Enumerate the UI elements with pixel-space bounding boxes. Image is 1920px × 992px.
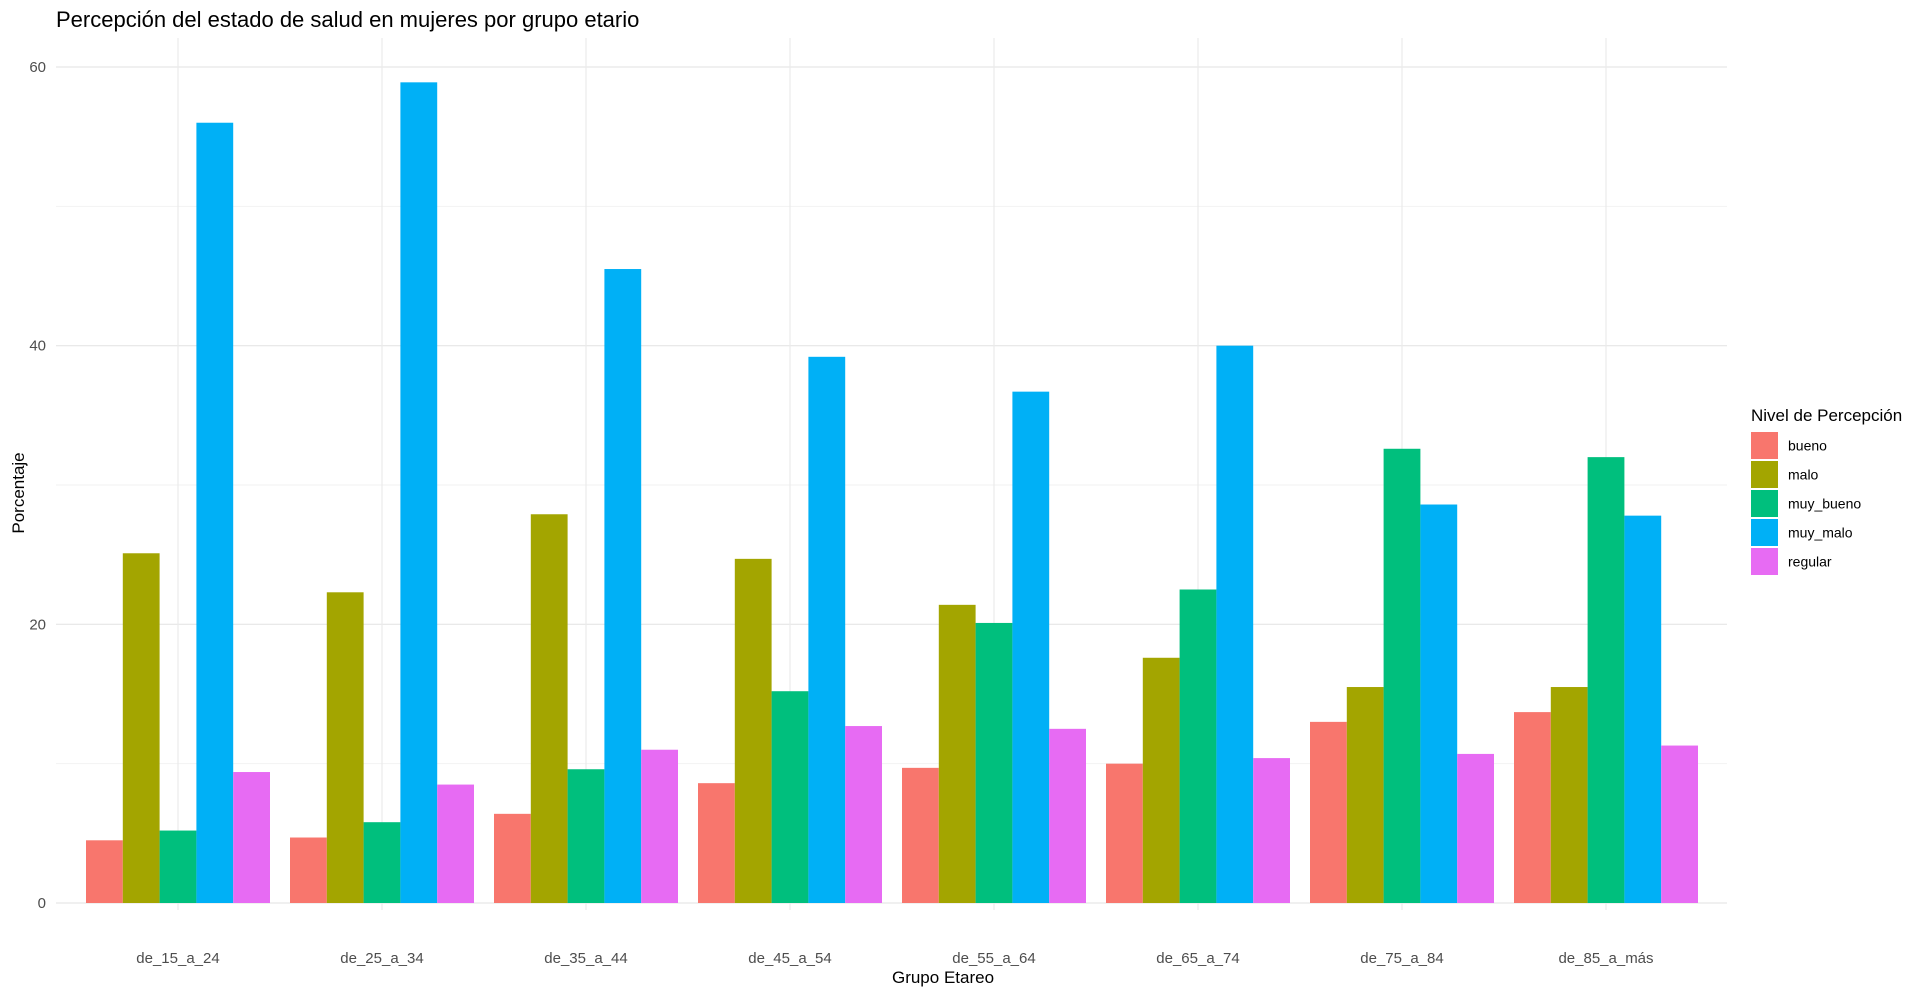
bar-regular-de_35_a_44 <box>641 749 678 903</box>
legend-swatch-regular <box>1751 548 1778 575</box>
bar-malo-de_75_a_84 <box>1346 687 1384 903</box>
bar-muy_bueno-de_85_a_más <box>1587 457 1625 903</box>
bar-regular-de_65_a_74 <box>1253 758 1290 903</box>
bar-malo-de_35_a_44 <box>530 514 568 903</box>
x-tick-label: de_75_a_84 <box>1360 950 1443 967</box>
bar-muy_bueno-de_75_a_84 <box>1383 448 1421 903</box>
bar-muy_malo-de_65_a_74 <box>1216 345 1254 903</box>
chart-title: Percepción del estado de salud en mujere… <box>56 7 639 32</box>
x-tick-label: de_85_a_más <box>1558 950 1653 967</box>
bar-regular-de_55_a_64 <box>1049 728 1086 903</box>
bar-malo-de_25_a_34 <box>326 592 364 903</box>
legend-swatch-bueno <box>1751 432 1778 459</box>
legend: Nivel de Percepción bueno malo muy_buenomu… <box>1751 406 1902 575</box>
bar-regular-de_85_a_más <box>1661 745 1698 903</box>
bar-muy_malo-de_25_a_34 <box>400 82 438 903</box>
legend-title: Nivel de Percepción <box>1751 406 1902 425</box>
bar-bueno-de_35_a_44 <box>494 813 531 903</box>
bar-bueno-de_25_a_34 <box>290 837 327 903</box>
legend-swatch-muy_bueno <box>1751 490 1778 517</box>
legend-swatch-muy_malo <box>1751 519 1778 546</box>
x-tick-label: de_45_a_54 <box>748 950 831 967</box>
bar-muy_malo-de_15_a_24 <box>196 122 234 904</box>
bar-muy_bueno-de_15_a_24 <box>159 830 197 903</box>
bar-muy_malo-de_45_a_54 <box>808 356 846 903</box>
bar-regular-de_45_a_54 <box>845 726 882 903</box>
bar-regular-de_15_a_24 <box>233 772 270 903</box>
bar-regular-de_25_a_34 <box>437 784 474 903</box>
bar-bueno-de_45_a_54 <box>698 783 735 903</box>
x-tick-label: de_35_a_44 <box>544 950 627 967</box>
bar-muy_malo-de_75_a_84 <box>1420 504 1458 903</box>
y-tick-label: 40 <box>29 338 46 355</box>
bar-malo-de_15_a_24 <box>122 553 160 903</box>
x-tick-label: de_55_a_64 <box>952 950 1035 967</box>
bar-malo-de_65_a_74 <box>1142 657 1180 903</box>
bar-muy_bueno-de_25_a_34 <box>363 822 401 903</box>
bar-bueno-de_55_a_64 <box>902 767 939 903</box>
legend-label-regular: regular <box>1788 554 1832 570</box>
bar-bueno-de_75_a_84 <box>1310 721 1347 903</box>
legend-label-malo: malo <box>1788 467 1819 483</box>
x-tick-label: de_15_a_24 <box>136 950 219 967</box>
bar-muy_bueno-de_45_a_54 <box>771 691 809 903</box>
y-axis-ticks: 0 20 40 60 <box>29 59 46 912</box>
y-tick-label: 60 <box>29 59 46 76</box>
bar-malo-de_85_a_más <box>1550 687 1588 903</box>
x-axis-ticks: de_15_a_24 de_25_a_34 de_35_a_44 de_45_a_54… <box>136 950 1653 967</box>
legend-swatch-malo <box>1751 461 1778 488</box>
y-tick-label: 20 <box>29 616 46 633</box>
bar-bueno-de_15_a_24 <box>86 840 123 903</box>
bar-bueno-de_65_a_74 <box>1106 763 1143 903</box>
y-tick-label: 0 <box>38 895 46 912</box>
bar-regular-de_75_a_84 <box>1457 753 1494 903</box>
y-axis-label: Porcentaje <box>9 452 28 533</box>
bars <box>86 82 1698 904</box>
bar-muy_malo-de_85_a_más <box>1624 515 1662 903</box>
bar-malo-de_45_a_54 <box>734 558 772 903</box>
bar-muy_bueno-de_55_a_64 <box>975 622 1013 903</box>
bar-malo-de_55_a_64 <box>938 604 976 903</box>
legend-label-muy_bueno: muy_bueno <box>1788 496 1861 512</box>
x-axis-label: Grupo Etareo <box>892 968 994 987</box>
bar-muy_malo-de_35_a_44 <box>604 269 642 903</box>
bar-muy_bueno-de_65_a_74 <box>1179 589 1217 903</box>
x-tick-label: de_65_a_74 <box>1156 950 1239 967</box>
legend-label-bueno: bueno <box>1788 438 1827 454</box>
bar-muy_bueno-de_35_a_44 <box>567 769 605 903</box>
bar-muy_malo-de_55_a_64 <box>1012 391 1050 903</box>
bar-bueno-de_85_a_más <box>1514 712 1551 903</box>
legend-label-muy_malo: muy_malo <box>1788 525 1853 541</box>
x-tick-label: de_25_a_34 <box>340 950 423 967</box>
